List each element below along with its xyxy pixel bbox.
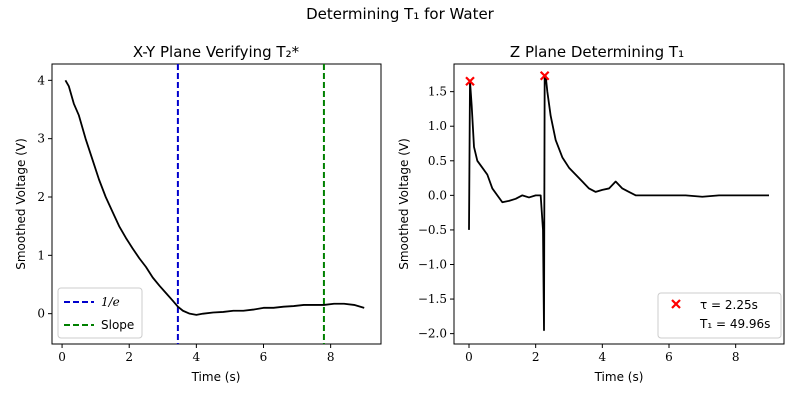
y-tick-label: −0.5 bbox=[418, 223, 447, 237]
x-tick-label: 6 bbox=[260, 350, 268, 364]
z-plane-title: Z Plane Determining T₁ bbox=[510, 43, 684, 61]
y-tick-label: −1.0 bbox=[418, 257, 447, 271]
y-tick-label: −2.0 bbox=[418, 327, 447, 341]
x-tick-label: 8 bbox=[327, 350, 335, 364]
y-tick-label: 1.0 bbox=[428, 119, 447, 133]
y-tick-label: 4 bbox=[37, 73, 45, 87]
peak-marker bbox=[539, 70, 550, 81]
legend-label-t1: T₁ = 49.96s bbox=[699, 317, 770, 331]
series-line bbox=[64, 79, 365, 316]
z-plane-plot-area: 0 2 4 6 8 −2.0 −1.5 −1.0 −0.5 0.0 0.5 1.0 1.5 bbox=[418, 63, 785, 364]
figure-title: Determining T₁ for Water bbox=[306, 5, 495, 23]
legend-label-slope: Slope bbox=[101, 318, 134, 332]
y-tick-label: 1 bbox=[37, 248, 45, 262]
y-tick-label: 2 bbox=[37, 190, 45, 204]
y-tick-label: 0.5 bbox=[428, 154, 447, 168]
legend-label-1-over-e: 1/e bbox=[101, 295, 120, 309]
xy-plane-panel: X-Y Plane Verifying T₂* Time (s) Smoothe… bbox=[14, 43, 382, 384]
xy-plane-ylabel: Smoothed Voltage (V) bbox=[14, 138, 28, 270]
peak-marker bbox=[465, 76, 475, 87]
z-plane-panel: Z Plane Determining T₁ Time (s) Smoothed… bbox=[397, 43, 785, 384]
x-tick-label: 2 bbox=[125, 350, 133, 364]
xy-plane-xlabel: Time (s) bbox=[191, 370, 241, 384]
x-tick-label: 4 bbox=[599, 350, 607, 364]
axes-frame bbox=[51, 63, 382, 345]
series-line bbox=[468, 74, 769, 332]
xy-plane-plot-area: 0 2 4 6 8 0 1 2 3 4 bbox=[37, 63, 382, 364]
y-tick-label: 0 bbox=[37, 307, 45, 321]
legend-swatch-marker bbox=[671, 299, 681, 309]
axes-frame bbox=[453, 63, 785, 345]
y-tick-label: 0.0 bbox=[428, 188, 447, 202]
xy-plane-title: X-Y Plane Verifying T₂* bbox=[133, 43, 300, 61]
x-tick-label: 4 bbox=[193, 350, 201, 364]
x-tick-label: 2 bbox=[532, 350, 540, 364]
y-tick-label: −1.5 bbox=[418, 292, 447, 306]
y-tick-label: 3 bbox=[37, 132, 45, 146]
legend-label-tau: τ = 2.25s bbox=[700, 298, 758, 312]
y-tick-label: 1.5 bbox=[428, 85, 447, 99]
x-tick-label: 8 bbox=[732, 350, 740, 364]
legend-box bbox=[657, 292, 782, 339]
x-tick-label: 0 bbox=[58, 350, 66, 364]
z-plane-xlabel: Time (s) bbox=[594, 370, 644, 384]
x-tick-label: 0 bbox=[465, 350, 473, 364]
z-plane-ylabel: Smoothed Voltage (V) bbox=[397, 138, 411, 270]
xy-plane-legend: 1/e Slope bbox=[57, 287, 143, 339]
x-tick-label: 6 bbox=[665, 350, 673, 364]
z-plane-legend: τ = 2.25s T₁ = 49.96s bbox=[657, 292, 782, 339]
